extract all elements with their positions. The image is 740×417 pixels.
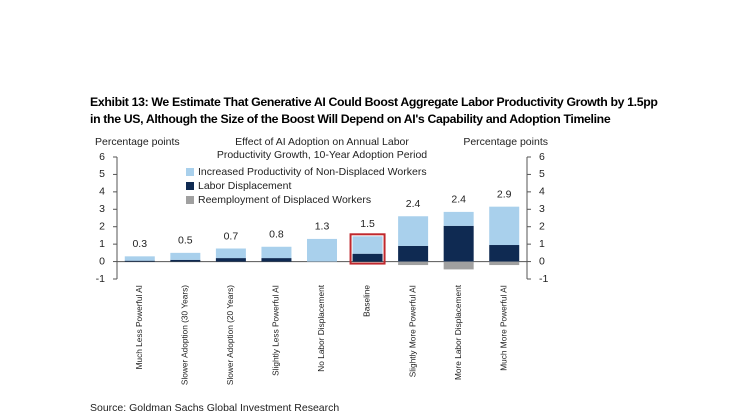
bar-segment bbox=[124, 256, 155, 261]
bar-segment bbox=[489, 261, 520, 266]
bar-segment bbox=[443, 211, 474, 226]
y-tick-label: 2 bbox=[99, 220, 105, 232]
source: Source: Goldman Sachs Global Investment … bbox=[90, 402, 339, 414]
y2-tick-label: 6 bbox=[539, 151, 545, 163]
legend-label: Increased Productivity of Non-Displaced … bbox=[198, 166, 427, 178]
data-label: 1.5 bbox=[360, 218, 375, 230]
legend-swatch bbox=[186, 168, 194, 176]
y-tick-label: 3 bbox=[99, 203, 105, 215]
legend-label: Labor Displacement bbox=[198, 180, 291, 192]
y-tick-label: 4 bbox=[99, 186, 105, 198]
legend-swatch bbox=[186, 182, 194, 190]
subtitle: Effect of AI Adoption on Annual Labor bbox=[235, 136, 409, 148]
legend-swatch bbox=[186, 196, 194, 204]
x-tick-label: Much More Powerful AI bbox=[498, 285, 508, 371]
bar-segment bbox=[443, 261, 474, 270]
x-tick-label: Slower Adoption (30 Years) bbox=[180, 285, 190, 385]
data-label: 0.5 bbox=[178, 235, 193, 247]
data-label: 0.7 bbox=[224, 230, 239, 242]
x-tick-label: More Labor Displacement bbox=[453, 284, 463, 380]
x-tick-label: Slower Adoption (20 Years) bbox=[225, 285, 235, 385]
y-tick-label: 5 bbox=[99, 168, 105, 180]
bar-segment bbox=[352, 253, 383, 262]
data-label: 1.3 bbox=[315, 221, 330, 233]
y2-tick-label: 4 bbox=[539, 186, 545, 198]
chart-title: Exhibit 13: We Estimate That Generative … bbox=[90, 95, 658, 126]
bar-segment bbox=[443, 225, 474, 262]
data-label: 2.9 bbox=[497, 188, 512, 200]
bar-segment bbox=[398, 261, 429, 266]
bar-segment bbox=[489, 245, 520, 262]
y2-tick-label: 1 bbox=[539, 238, 545, 250]
y-tick-label: 1 bbox=[99, 238, 105, 250]
bar-segment bbox=[170, 259, 201, 262]
bar-segment bbox=[489, 206, 520, 246]
bar-segment bbox=[261, 258, 292, 262]
x-tick-label: No Labor Displacement bbox=[316, 284, 326, 371]
y2-tick-label: 3 bbox=[539, 203, 545, 215]
bar-segment bbox=[170, 252, 201, 260]
bar-segment bbox=[215, 258, 246, 262]
bar-highlight bbox=[349, 233, 386, 265]
bar-segment bbox=[398, 216, 429, 246]
data-label: 2.4 bbox=[451, 194, 466, 206]
bar-segment bbox=[261, 246, 292, 259]
data-label: 2.4 bbox=[406, 198, 421, 210]
data-label: 0.3 bbox=[132, 238, 147, 250]
bar-segment bbox=[124, 260, 155, 262]
y2-tick-label: 2 bbox=[539, 220, 545, 232]
bar-segment bbox=[215, 248, 246, 259]
y2-tick-label: 5 bbox=[539, 168, 545, 180]
y2-axis-label: Percentage points bbox=[463, 136, 548, 148]
x-tick-label: Slightly More Powerful AI bbox=[407, 285, 417, 377]
y2-tick-label: 0 bbox=[539, 255, 545, 267]
x-tick-label: Slightly Less Powerful AI bbox=[271, 285, 281, 376]
legend-label: Reemployment of Displaced Workers bbox=[198, 194, 371, 206]
x-tick-label: Baseline bbox=[362, 285, 372, 317]
x-tick-label: Much Less Powerful AI bbox=[134, 285, 144, 369]
subtitle: Productivity Growth, 10-Year Adoption Pe… bbox=[217, 149, 427, 161]
y2-tick-label: -1 bbox=[539, 273, 548, 285]
data-label: 0.8 bbox=[269, 229, 284, 241]
bar-segment bbox=[398, 245, 429, 262]
y-axis-label: Percentage points bbox=[95, 136, 180, 148]
bar-segment bbox=[352, 236, 383, 254]
y-tick-label: -1 bbox=[96, 273, 105, 285]
y-tick-label: 6 bbox=[99, 151, 105, 163]
y-tick-label: 0 bbox=[99, 255, 105, 267]
bar-segment bbox=[307, 238, 337, 262]
